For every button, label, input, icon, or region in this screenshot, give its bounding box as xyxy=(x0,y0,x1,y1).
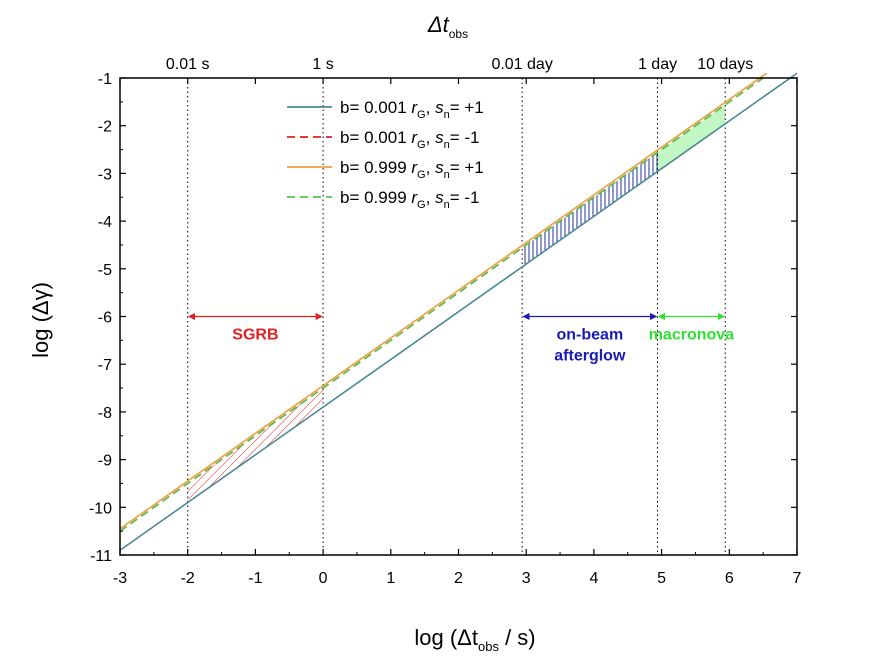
legend-entry: b= 0.999 rG, sn= +1 xyxy=(340,158,484,181)
x-tick-label: 1 xyxy=(386,570,395,587)
x-tick-label: 4 xyxy=(589,570,598,587)
series-line xyxy=(119,77,764,532)
y-tick-label: -8 xyxy=(98,405,112,422)
y-tick-label: -2 xyxy=(98,119,112,136)
annotation-label-line2: afterglow xyxy=(554,348,626,365)
y-tick-label: -11 xyxy=(90,548,112,565)
top-axis-title: Δtobs xyxy=(427,12,468,41)
x-tick-label: 0 xyxy=(319,570,328,587)
top-axis-title-main: Δt xyxy=(427,12,450,37)
annotation-label: macronova xyxy=(649,327,734,344)
shaded-region xyxy=(522,152,658,267)
x-tick-label: -1 xyxy=(248,570,262,587)
top-tick-label: 0.01 day xyxy=(491,56,552,73)
y-axis-ticks: -11 -10 -9 -8 -7 -6 -5 -4 -3 -2 -1 xyxy=(89,71,797,565)
annotation-label: SGRB xyxy=(232,327,278,344)
series-line xyxy=(119,72,767,530)
legend-entry: b= 0.001 rG, sn= -1 xyxy=(340,128,479,151)
x-axis-label-sub: obs xyxy=(478,639,499,654)
y-tick-label: -7 xyxy=(98,357,112,374)
x-axis-label-main: log (Δt xyxy=(414,625,478,650)
x-axis-label-tail: / s) xyxy=(499,625,536,650)
x-axis-label: log (Δtobs / s) xyxy=(414,625,535,654)
annotation-label: on-beam xyxy=(557,327,624,344)
y-tick-label: -4 xyxy=(98,214,112,231)
x-tick-label: -2 xyxy=(181,570,195,587)
legend-entry: b= 0.999 rG, sn= -1 xyxy=(340,188,479,211)
y-tick-label: -1 xyxy=(98,71,112,88)
x-tick-label: 3 xyxy=(522,570,531,587)
y-tick-label: -3 xyxy=(98,166,112,183)
series-lines xyxy=(119,72,798,551)
vertical-guide-lines xyxy=(187,78,726,555)
shaded-region xyxy=(657,104,726,172)
shaded-region xyxy=(187,388,324,503)
y-tick-label: -10 xyxy=(89,500,112,517)
shaded-regions xyxy=(187,104,726,503)
top-tick-label: 1 s xyxy=(312,56,333,73)
x-tick-label: 7 xyxy=(793,570,802,587)
legend-entry: b= 0.001 rG, sn= +1 xyxy=(340,98,484,121)
top-tick-label: 1 day xyxy=(638,56,677,73)
legend: b= 0.001 rG, sn= +1 b= 0.001 rG, sn= -1 b=… xyxy=(287,98,484,211)
x-tick-label: 5 xyxy=(657,570,666,587)
top-axis-title-sub: obs xyxy=(449,27,468,41)
annotations: SGRB on-beam afterglow macronova xyxy=(187,312,734,365)
y-tick-label: -9 xyxy=(98,453,112,470)
y-tick-label: -5 xyxy=(98,262,112,279)
y-axis-label: log (Δγ) xyxy=(28,282,53,358)
top-tick-label: 10 days xyxy=(697,56,753,73)
x-tick-label: 2 xyxy=(454,570,463,587)
top-axis-ticks: 0.01 s 1 s 0.01 day 1 day 10 days xyxy=(166,56,753,73)
top-tick-label: 0.01 s xyxy=(166,56,210,73)
x-tick-label: 6 xyxy=(725,570,734,587)
x-tick-label: -3 xyxy=(113,570,127,587)
y-tick-label: -6 xyxy=(98,310,112,327)
series-line xyxy=(119,72,798,551)
x-axis-ticks: -3 -2 -1 0 1 2 3 4 5 6 7 xyxy=(113,78,802,587)
